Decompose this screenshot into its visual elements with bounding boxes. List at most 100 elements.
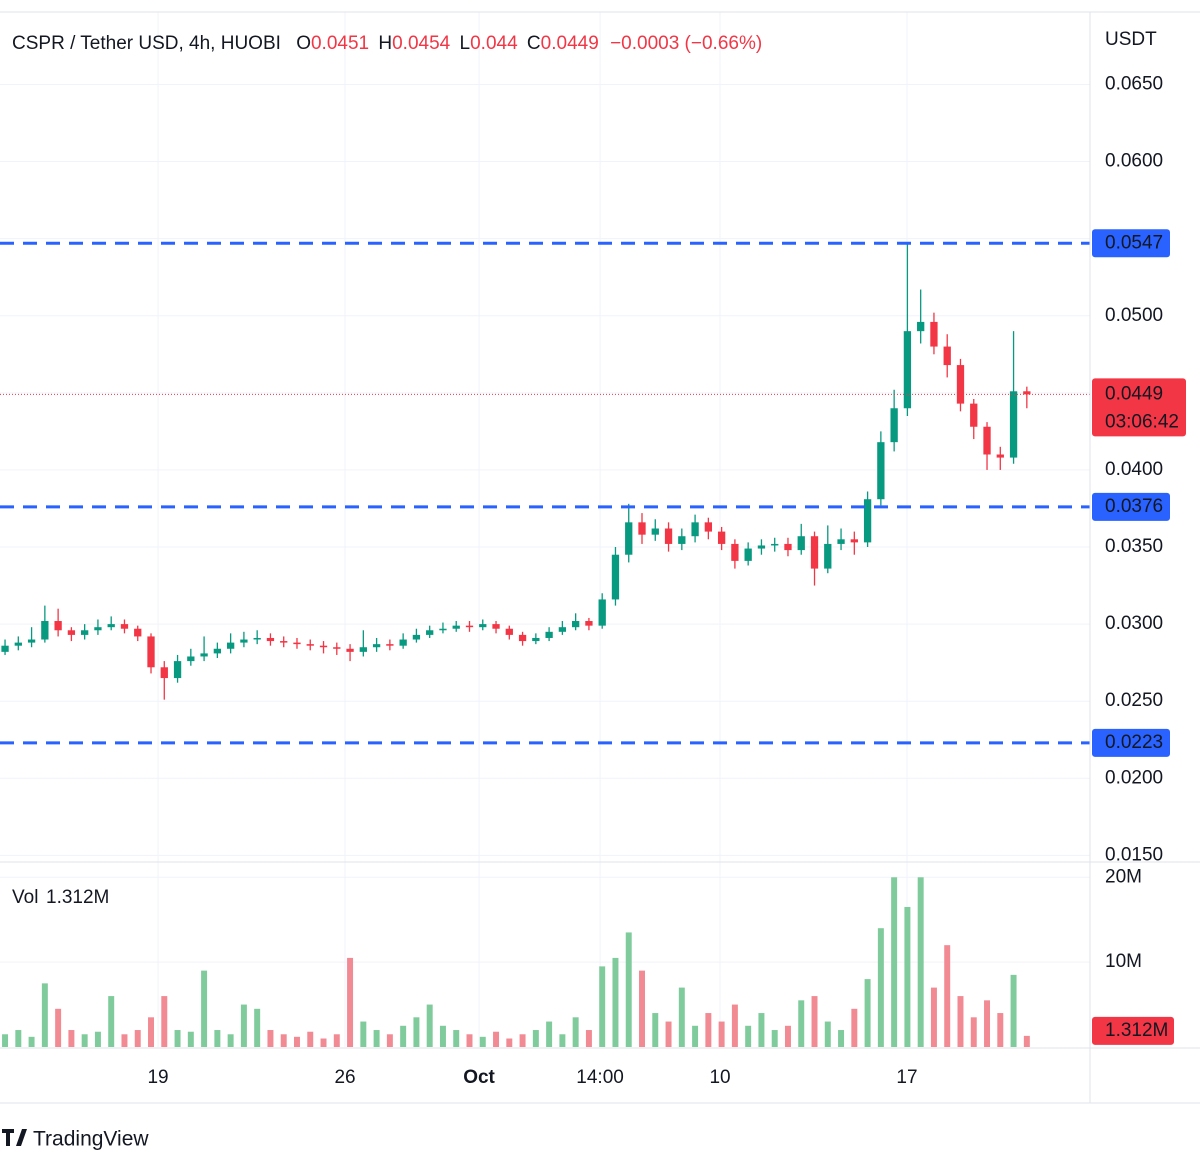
volume-bar	[280, 1034, 287, 1047]
candle-body	[346, 648, 354, 652]
volume-bar	[121, 1034, 128, 1047]
candle-body	[27, 639, 36, 643]
volume-bar	[944, 945, 951, 1047]
current-price-tag	[1092, 378, 1186, 437]
volume-bar	[413, 1017, 420, 1047]
volume-bar	[612, 957, 619, 1047]
candle-body	[797, 536, 805, 551]
axis-unit: USDT	[1105, 29, 1157, 50]
level-tag	[1092, 728, 1170, 757]
candle-body	[598, 599, 606, 626]
candle-body	[651, 528, 659, 535]
volume-bar	[811, 996, 818, 1047]
volume-bar	[293, 1036, 300, 1047]
volume-bar	[864, 979, 871, 1047]
volume-bar	[201, 970, 208, 1047]
volume-bar	[81, 1034, 88, 1047]
volume-bar	[692, 1025, 699, 1047]
candle-body	[492, 624, 500, 629]
volume-bar	[572, 1017, 579, 1047]
volume-bar	[970, 1017, 977, 1047]
grid-layer	[0, 12, 1090, 1047]
high-value: 0.0454	[392, 33, 451, 54]
volume-bar	[41, 983, 48, 1047]
candle-body	[930, 321, 938, 347]
candle-body	[465, 625, 474, 628]
x-tick-label: 26	[334, 1067, 355, 1088]
brand-name: TradingView	[33, 1128, 149, 1151]
volume-bar	[665, 1021, 672, 1047]
volume-bar	[519, 1034, 526, 1047]
volume-bar	[599, 966, 606, 1047]
change-value: −0.0003 (−0.66%)	[610, 33, 762, 54]
volume-bar	[838, 1030, 845, 1047]
volume-bar	[1010, 974, 1017, 1047]
y-tick-label: 0.0150	[1105, 844, 1163, 865]
volume-bar	[148, 1017, 154, 1047]
volume-bar	[254, 1008, 261, 1047]
volume-tag	[1092, 1016, 1174, 1045]
candle-body	[81, 630, 89, 635]
volume-bar	[851, 1008, 858, 1047]
volume-bar	[320, 1038, 327, 1047]
volume-bar	[784, 1025, 791, 1047]
volume-value: 1.312M	[46, 887, 109, 908]
y-tick-label: 0.0350	[1105, 536, 1163, 557]
candle-body	[333, 647, 341, 649]
volume-bar	[506, 1038, 513, 1047]
candle-body	[983, 426, 991, 455]
volume-bar	[798, 1000, 805, 1047]
candle-body	[280, 641, 288, 643]
volume-bar	[678, 987, 685, 1047]
candle-body	[757, 545, 766, 549]
volume-bar	[984, 1000, 991, 1047]
candle-body	[14, 642, 22, 646]
candle-body	[678, 536, 686, 544]
candle-body	[120, 624, 129, 629]
candle-body	[970, 403, 978, 427]
candle-body	[863, 499, 872, 543]
open-label: O	[296, 33, 311, 54]
volume-bar	[745, 1025, 752, 1047]
chart-title: CSPR / Tether USD, 4h, HUOBI	[12, 33, 281, 54]
volume-bar	[55, 1008, 62, 1047]
volume-bar	[227, 1034, 234, 1047]
volume-bar	[307, 1031, 314, 1047]
candle-body	[187, 656, 195, 662]
candle-body	[638, 522, 646, 535]
candle-body	[518, 634, 527, 642]
candle-body	[107, 624, 115, 628]
volume-bar	[891, 877, 898, 1047]
volume-bar	[559, 1034, 566, 1047]
candle-body	[67, 630, 76, 635]
level-tag-label: 0.0547	[1105, 232, 1163, 253]
volume-bar	[1023, 1035, 1030, 1047]
volume-bar	[639, 970, 645, 1047]
candle-body	[943, 346, 951, 366]
candle-body	[611, 554, 620, 600]
countdown-label: 03:06:42	[1105, 411, 1179, 432]
y-tick-label: 0.0650	[1105, 73, 1163, 94]
volume-tick-label: 10M	[1105, 951, 1142, 972]
candle-body	[784, 543, 792, 551]
volume-bar	[532, 1030, 539, 1047]
candle-body	[572, 621, 580, 628]
current-price-label: 0.0449	[1105, 383, 1163, 404]
x-tick-label: Oct	[463, 1067, 495, 1088]
candle-body	[147, 636, 155, 668]
candle-body	[386, 644, 394, 646]
volume-bar	[161, 996, 168, 1047]
open-value: 0.0451	[311, 33, 369, 54]
low-value: 0.044	[470, 33, 518, 54]
candle-body	[890, 408, 898, 443]
volume-bar	[400, 1025, 407, 1047]
candle-body	[532, 637, 540, 642]
candle-body	[266, 637, 275, 642]
volume-bar	[187, 1031, 194, 1047]
candle-body	[903, 331, 912, 409]
close-label: C	[527, 33, 541, 54]
volume-bar	[957, 996, 964, 1047]
candle-body	[505, 628, 513, 635]
candle-body	[691, 522, 699, 537]
candle-body	[956, 365, 965, 404]
